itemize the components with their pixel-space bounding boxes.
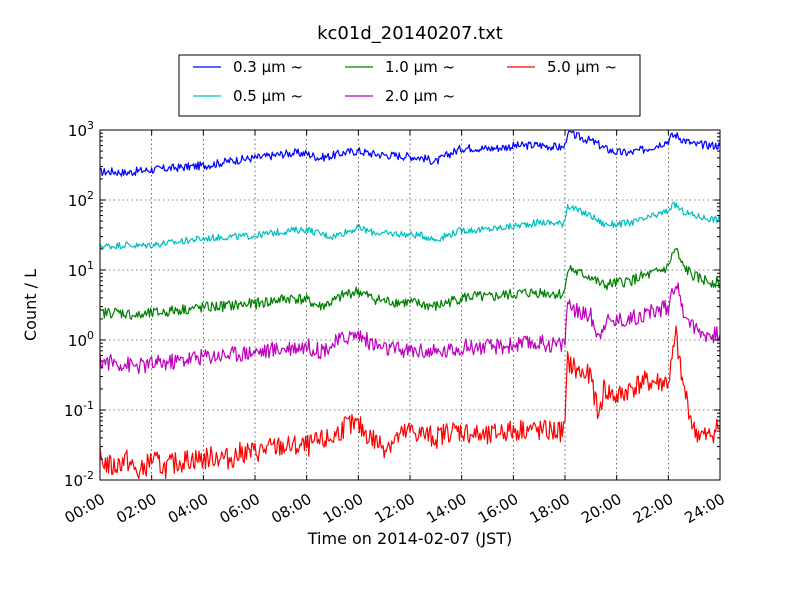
series-layer: [99, 130, 721, 480]
y-tick-label: 10-2: [64, 469, 94, 490]
x-tick-label: 02:00: [113, 490, 159, 527]
y-axis-label: Count / L: [21, 269, 40, 341]
y-tick-label: 100: [68, 329, 94, 350]
series-line-1: [99, 201, 721, 250]
y-tick-labels: 10-2 10-1 100 101 102 103: [64, 119, 94, 490]
legend-label: 1.0 μm ~: [385, 58, 455, 76]
x-tick-label: 16:00: [475, 490, 521, 527]
legend-label: 0.5 μm ~: [233, 87, 303, 105]
legend: 0.3 μm ~ 0.5 μm ~ 1.0 μm ~ 2.0 μm ~ 5.0 μm ~: [178, 54, 641, 117]
series-line-4: [99, 325, 721, 480]
series-line-0: [99, 130, 721, 177]
x-tick-label: 04:00: [165, 490, 211, 527]
x-tick-label: 00:00: [62, 490, 108, 527]
x-tick-label: 24:00: [682, 490, 728, 527]
x-tick-label: 12:00: [372, 490, 418, 527]
x-tick-labels: 00:00 02:00 04:00 06:00 08:00 10:00 12:00 14:00…: [62, 490, 728, 527]
y-tick-label: 10-1: [64, 399, 94, 420]
series-line-2: [99, 247, 721, 320]
series-line-3: [99, 282, 721, 375]
legend-label: 2.0 μm ~: [385, 87, 455, 105]
legend-label: 5.0 μm ~: [547, 58, 617, 76]
x-tick-label: 10:00: [320, 490, 366, 527]
legend-box: [178, 54, 641, 117]
x-axis-label: Time on 2014-02-07 (JST): [307, 529, 512, 548]
x-tick-label: 20:00: [578, 490, 624, 527]
chart-title: kc01d_20140207.txt: [317, 23, 503, 44]
y-tick-label: 102: [68, 189, 94, 210]
x-tick-label: 22:00: [630, 490, 676, 527]
legend-label: 0.3 μm ~: [233, 58, 303, 76]
x-tick-label: 14:00: [423, 490, 469, 527]
y-tick-label: 101: [68, 259, 94, 280]
axis-ticks: [99, 129, 721, 481]
y-tick-label: 103: [68, 119, 94, 140]
x-tick-label: 18:00: [527, 490, 573, 527]
x-tick-label: 06:00: [217, 490, 263, 527]
x-tick-label: 08:00: [268, 490, 314, 527]
